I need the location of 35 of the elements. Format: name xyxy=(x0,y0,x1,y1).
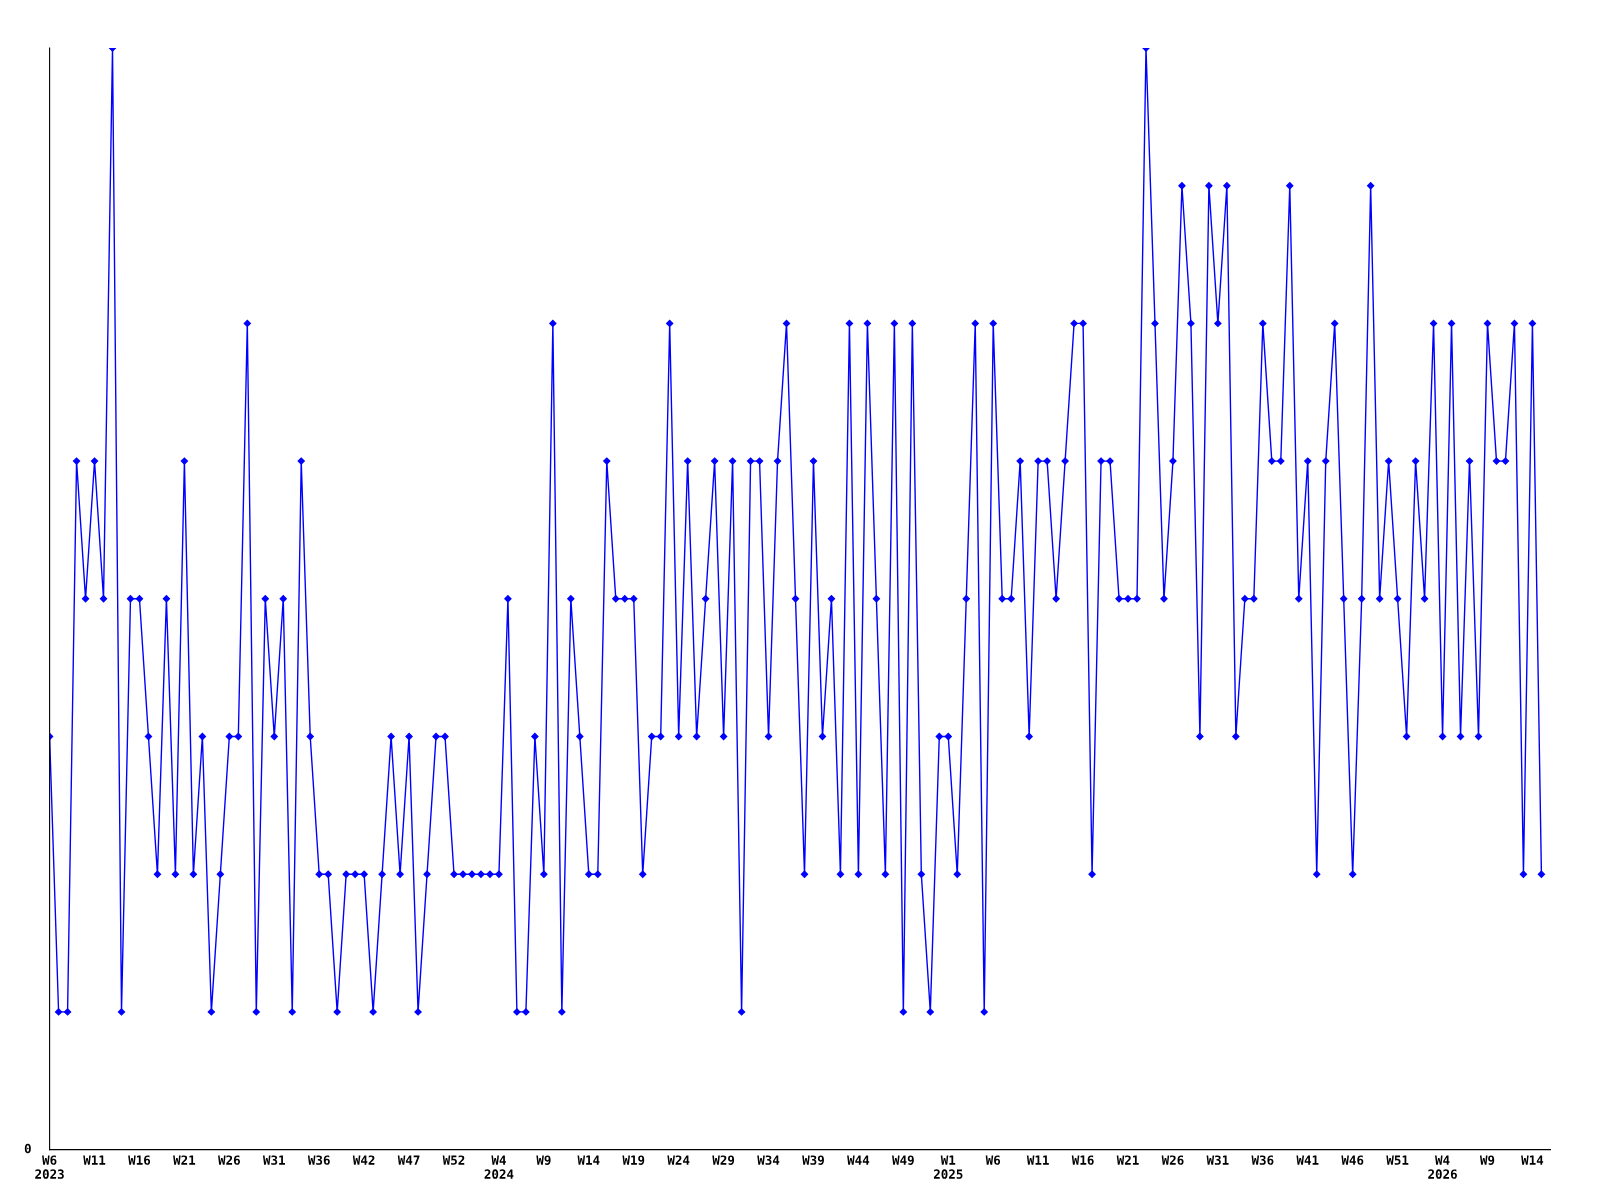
x-tick-label: W39 xyxy=(802,1155,824,1165)
x-tick-label: W26 xyxy=(218,1155,240,1165)
x-tick-label: W9 xyxy=(536,1155,551,1165)
x-tick-label: W11 xyxy=(83,1155,106,1165)
x-tick-label: W26 xyxy=(1161,1155,1184,1165)
x-tick-label: W52 xyxy=(442,1155,465,1165)
x-tick-label: W47 xyxy=(397,1155,420,1165)
x-tick-label: W21 xyxy=(173,1155,196,1165)
x-tick-label: W29 xyxy=(712,1155,735,1165)
x-tick-label: W36 xyxy=(307,1155,330,1165)
x-tick-label: W34 xyxy=(757,1155,780,1165)
x-tick-label: W4 2026 xyxy=(1428,1155,1457,1179)
x-tick-label: W6 xyxy=(985,1155,1001,1165)
x-tick-label: W1 2025 xyxy=(933,1155,963,1179)
x-tick-label: W21 xyxy=(1116,1155,1139,1165)
x-tick-label: W6 2023 xyxy=(35,1155,64,1179)
x-tick-label: W42 xyxy=(352,1155,375,1165)
x-tick-label: W19 xyxy=(622,1155,645,1165)
x-tick-label: W9 xyxy=(1479,1155,1495,1165)
x-tick-label: W24 xyxy=(667,1155,690,1165)
x-tick-label: W31 xyxy=(1206,1155,1229,1165)
x-tick-label: W41 xyxy=(1296,1155,1319,1165)
x-tick-label: W46 xyxy=(1341,1155,1364,1165)
x-tick-label: W31 xyxy=(262,1155,285,1165)
x-tick-label: W49 xyxy=(892,1155,914,1165)
x-tick-label: W16 xyxy=(128,1155,151,1165)
x-tick-label: W4 2024 xyxy=(484,1155,514,1179)
x-tick-label: W14 xyxy=(1521,1155,1544,1165)
x-tick-label: W16 xyxy=(1071,1155,1094,1165)
x-tick-label: W11 xyxy=(1026,1155,1049,1165)
x-tick-label: W44 xyxy=(847,1155,870,1165)
x-tick-label: W36 xyxy=(1251,1155,1274,1165)
x-tick-label: W14 xyxy=(577,1155,600,1165)
x-tick-label: W51 xyxy=(1386,1155,1409,1165)
text: 0 xyxy=(24,1143,31,1154)
